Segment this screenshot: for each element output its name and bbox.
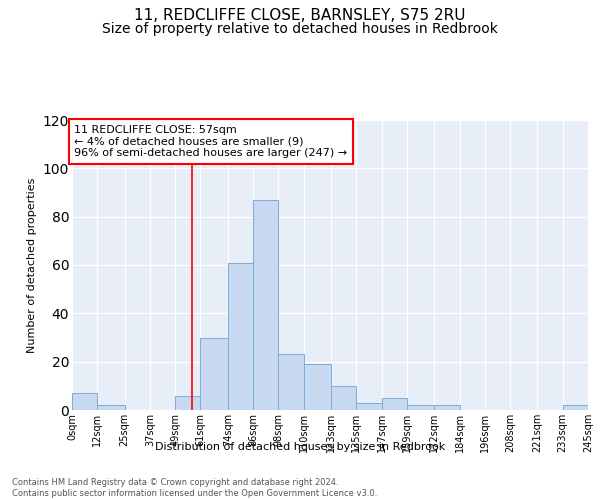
Bar	[72, 393, 97, 410]
Text: 11 REDCLIFFE CLOSE: 57sqm
← 4% of detached houses are smaller (9)
96% of semi-de: 11 REDCLIFFE CLOSE: 57sqm ← 4% of detach…	[74, 125, 347, 158]
Text: Distribution of detached houses by size in Redbrook: Distribution of detached houses by size …	[155, 442, 445, 452]
Bar	[200, 338, 228, 410]
Bar	[407, 405, 434, 410]
Bar	[304, 364, 331, 410]
Bar	[356, 403, 382, 410]
Bar	[253, 200, 278, 410]
Bar	[382, 398, 407, 410]
Bar	[563, 405, 588, 410]
Bar	[97, 405, 125, 410]
Bar	[278, 354, 304, 410]
Text: Contains HM Land Registry data © Crown copyright and database right 2024.
Contai: Contains HM Land Registry data © Crown c…	[12, 478, 377, 498]
Text: 11, REDCLIFFE CLOSE, BARNSLEY, S75 2RU: 11, REDCLIFFE CLOSE, BARNSLEY, S75 2RU	[134, 8, 466, 22]
Bar	[228, 262, 253, 410]
Bar	[331, 386, 356, 410]
Text: Size of property relative to detached houses in Redbrook: Size of property relative to detached ho…	[102, 22, 498, 36]
Y-axis label: Number of detached properties: Number of detached properties	[27, 178, 37, 352]
Bar	[175, 396, 200, 410]
Bar	[434, 405, 460, 410]
